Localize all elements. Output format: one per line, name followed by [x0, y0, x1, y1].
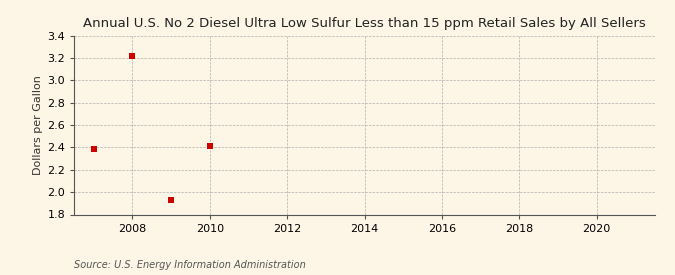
Text: Source: U.S. Energy Information Administration: Source: U.S. Energy Information Administ…	[74, 260, 306, 270]
Y-axis label: Dollars per Gallon: Dollars per Gallon	[33, 75, 43, 175]
Title: Annual U.S. No 2 Diesel Ultra Low Sulfur Less than 15 ppm Retail Sales by All Se: Annual U.S. No 2 Diesel Ultra Low Sulfur…	[83, 17, 646, 31]
